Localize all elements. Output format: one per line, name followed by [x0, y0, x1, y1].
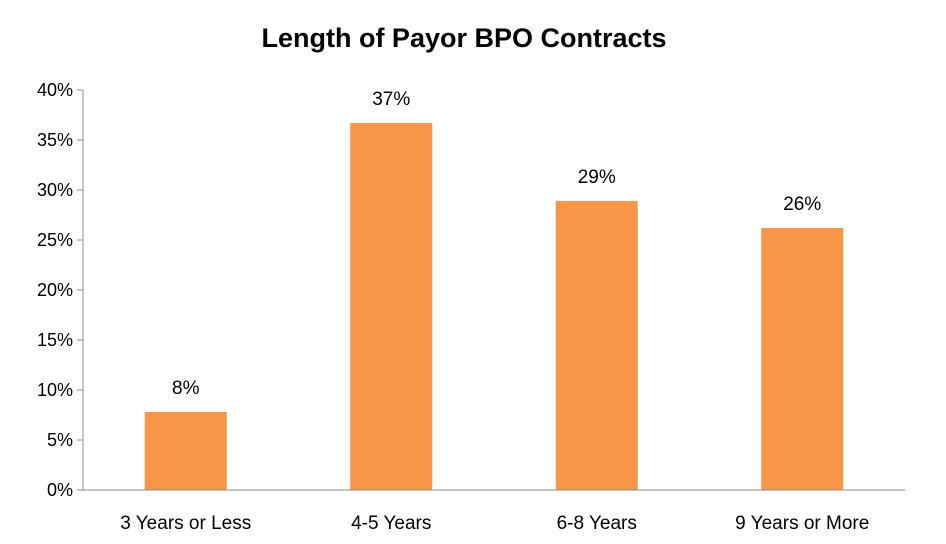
- data-labels: 8% 37% 29% 26%: [172, 89, 821, 399]
- x-tick-label: 3 Years or Less: [120, 513, 251, 534]
- y-tick-label: 15%: [37, 330, 73, 350]
- data-label: 26%: [783, 194, 821, 215]
- y-tick-label: 20%: [37, 280, 73, 300]
- y-tick-label: 35%: [37, 130, 73, 150]
- data-label: 8%: [172, 378, 200, 399]
- x-axis-labels: 3 Years or Less 4-5 Years 6-8 Years 9 Years…: [120, 513, 869, 534]
- data-label: 29%: [578, 167, 616, 188]
- chart-title: Length of Payor BPO Contracts: [261, 23, 666, 53]
- bars: [144, 123, 844, 490]
- y-axis-ticks: 0% 5% 10% 15% 20% 25% 30% 35% 40%: [37, 80, 83, 500]
- y-tick-label: 0%: [47, 480, 73, 500]
- x-tick-label: 9 Years or More: [735, 513, 869, 534]
- bar: [761, 228, 844, 490]
- y-tick-label: 25%: [37, 230, 73, 250]
- y-tick-label: 40%: [37, 80, 73, 100]
- data-label: 37%: [372, 89, 410, 110]
- bar: [350, 123, 433, 490]
- bar: [144, 412, 227, 490]
- y-tick-label: 10%: [37, 380, 73, 400]
- y-tick-label: 5%: [47, 430, 73, 450]
- y-tick-label: 30%: [37, 180, 73, 200]
- x-tick-label: 4-5 Years: [351, 513, 431, 534]
- x-tick-label: 6-8 Years: [557, 513, 637, 534]
- bar: [555, 201, 638, 490]
